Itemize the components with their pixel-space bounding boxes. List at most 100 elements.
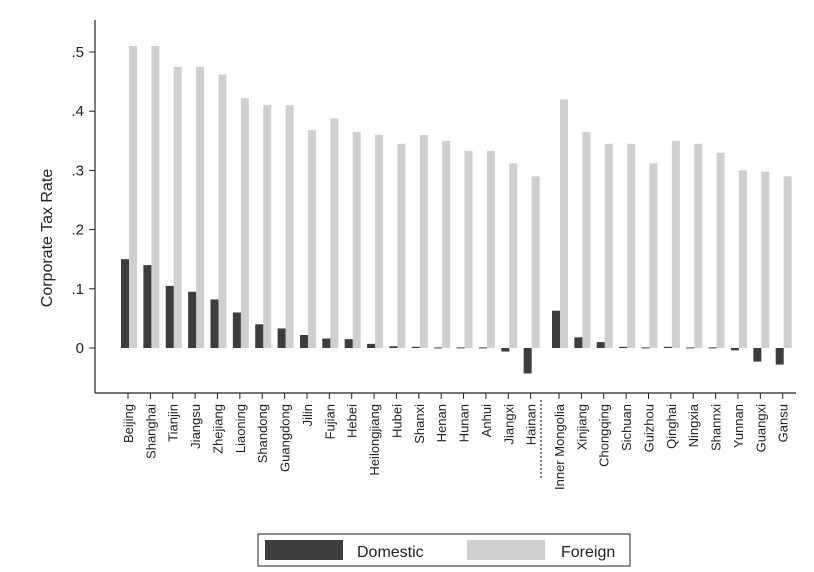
category-label: Ningxia: [686, 403, 701, 447]
category-label: Xinjiang: [574, 404, 589, 450]
category-labels: Beijing Shanghai Tianjin Jiangsu Zhejiang Lia…: [121, 393, 791, 490]
bar-foreign: [240, 98, 249, 349]
bars-layer: [121, 46, 792, 374]
bar-foreign: [375, 134, 384, 348]
category-label: Guizhou: [641, 404, 656, 452]
bar-foreign: [582, 131, 591, 348]
bar-domestic: [775, 348, 784, 365]
bar-foreign: [783, 176, 792, 348]
bar-domestic: [188, 291, 197, 348]
category-label: Liaoning: [233, 404, 248, 453]
bar-foreign: [604, 143, 613, 348]
bar-domestic: [552, 310, 560, 348]
bar-domestic: [322, 338, 331, 348]
bar-foreign: [464, 150, 473, 348]
y-tick-label: .4: [71, 103, 84, 120]
bar-foreign: [649, 163, 658, 348]
bar-domestic: [255, 324, 264, 348]
bar-foreign: [486, 150, 495, 348]
category-label: Anhui: [479, 404, 494, 437]
bar-domestic: [165, 285, 174, 348]
bar-domestic: [456, 347, 465, 349]
category-label: Heilongjiang: [367, 404, 382, 476]
y-ticks: 0 .1 .2 .3 .4 .5: [71, 44, 95, 357]
category-label: Guangdong: [278, 404, 293, 472]
bar-foreign: [716, 152, 725, 348]
legend-label-domestic: Domestic: [357, 544, 424, 561]
bar-domestic: [708, 347, 717, 349]
category-label: Gansu: [776, 404, 791, 442]
bar-foreign: [560, 99, 568, 348]
bar-domestic: [641, 347, 650, 349]
category-label: Tianjin: [166, 404, 181, 442]
bar-domestic: [210, 299, 219, 348]
category-label: Guangxi: [753, 404, 768, 453]
bar-domestic: [299, 334, 308, 348]
bar-foreign: [761, 171, 770, 348]
y-tick-label: .1: [71, 281, 84, 298]
bar-foreign: [419, 134, 428, 348]
bar-foreign: [671, 140, 680, 348]
bar-foreign: [397, 143, 406, 348]
category-label: Shanghai: [143, 404, 158, 459]
bar-foreign: [307, 130, 316, 348]
bar-domestic: [389, 346, 398, 348]
bar-foreign: [627, 143, 636, 348]
bar-domestic: [663, 346, 672, 348]
category-label: Shannxi: [709, 404, 724, 451]
y-tick-label: .3: [71, 162, 84, 179]
category-label: Hainan: [524, 404, 539, 445]
bar-foreign: [509, 163, 518, 348]
y-tick-label: .5: [71, 44, 84, 61]
category-label: Fujian: [322, 404, 337, 439]
category-label: Jiangxi: [501, 404, 516, 445]
bar-foreign: [442, 140, 451, 348]
bar-foreign: [330, 118, 339, 348]
bar-domestic: [411, 346, 420, 348]
bar-domestic: [367, 343, 376, 348]
bar-foreign: [738, 170, 747, 348]
legend-label-foreign: Foreign: [561, 544, 615, 561]
y-axis-title: Corporate Tax Rate: [39, 169, 56, 308]
bar-domestic: [686, 347, 695, 349]
bar-domestic: [730, 348, 739, 351]
category-label: Jilin: [300, 404, 315, 426]
bar-domestic: [596, 342, 605, 348]
bar-domestic: [501, 348, 510, 352]
bar-domestic: [434, 347, 443, 349]
category-label: Hebei: [345, 404, 360, 438]
category-label: Zhejiang: [210, 404, 225, 454]
bar-domestic: [478, 347, 487, 349]
bar-domestic: [523, 348, 532, 374]
bar-domestic: [121, 259, 129, 348]
bar-foreign: [694, 143, 703, 348]
legend: Domestic Foreign: [257, 533, 631, 567]
bar-domestic: [619, 346, 628, 348]
bar-domestic: [574, 337, 583, 348]
bar-domestic: [344, 339, 353, 348]
legend-swatch-domestic: [265, 540, 343, 560]
category-label: Hunan: [457, 404, 472, 442]
category-label: Yunnan: [731, 404, 746, 448]
bar-foreign: [263, 105, 272, 348]
legend-swatch-foreign: [467, 540, 545, 560]
bar-foreign: [173, 66, 182, 349]
category-label: Jiangsu: [188, 404, 203, 449]
y-tick-label: 0: [76, 340, 84, 357]
category-label: Beijing: [121, 404, 136, 443]
bar-foreign: [285, 105, 294, 348]
category-label: Henan: [434, 404, 449, 442]
y-tick-label: .2: [71, 222, 84, 239]
category-label: Chongqing: [597, 404, 612, 467]
bar-foreign: [218, 74, 227, 348]
bar-domestic: [753, 348, 762, 362]
category-label: Sichuan: [619, 404, 634, 451]
category-label: Shanxi: [412, 404, 427, 444]
category-label: Qinghai: [664, 404, 679, 449]
bar-domestic: [277, 328, 286, 348]
bar-domestic: [143, 265, 152, 348]
category-label: Hubei: [389, 404, 404, 438]
bar-domestic: [232, 312, 241, 348]
category-label: Inner Mongolia: [552, 403, 567, 490]
